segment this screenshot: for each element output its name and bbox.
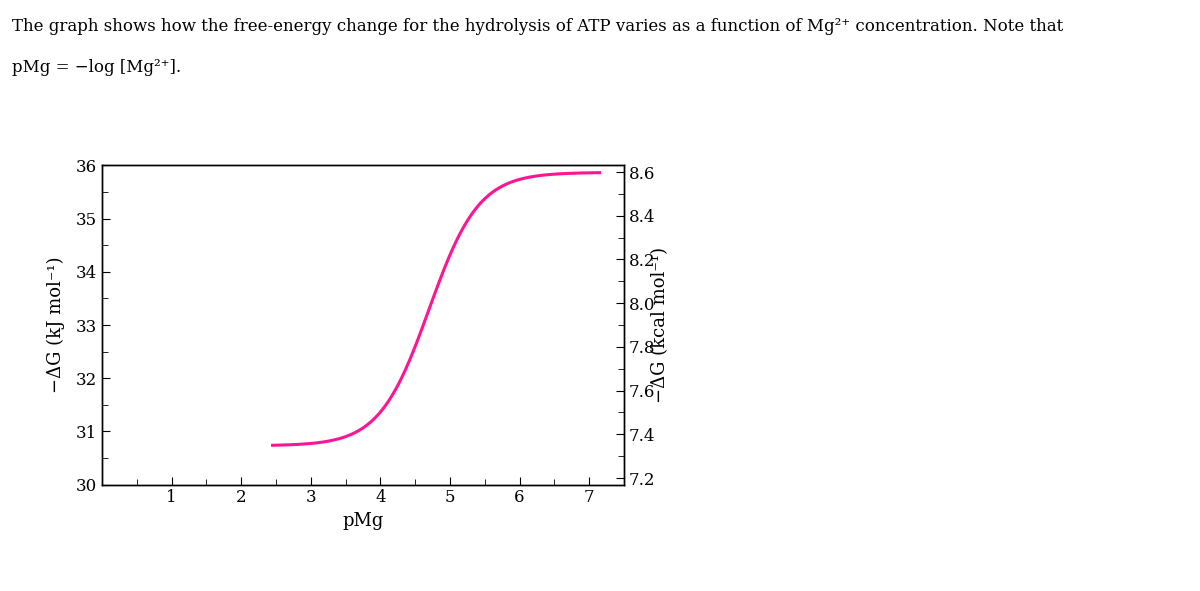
Y-axis label: −ΔG (kcal mol⁻¹): −ΔG (kcal mol⁻¹) (652, 247, 670, 403)
X-axis label: pMg: pMg (342, 512, 384, 530)
Text: The graph shows how the free-energy change for the hydrolysis of ATP varies as a: The graph shows how the free-energy chan… (12, 18, 1063, 35)
Y-axis label: −ΔG (kJ mol⁻¹): −ΔG (kJ mol⁻¹) (47, 257, 65, 393)
Text: pMg = −log [Mg²⁺].: pMg = −log [Mg²⁺]. (12, 59, 181, 76)
